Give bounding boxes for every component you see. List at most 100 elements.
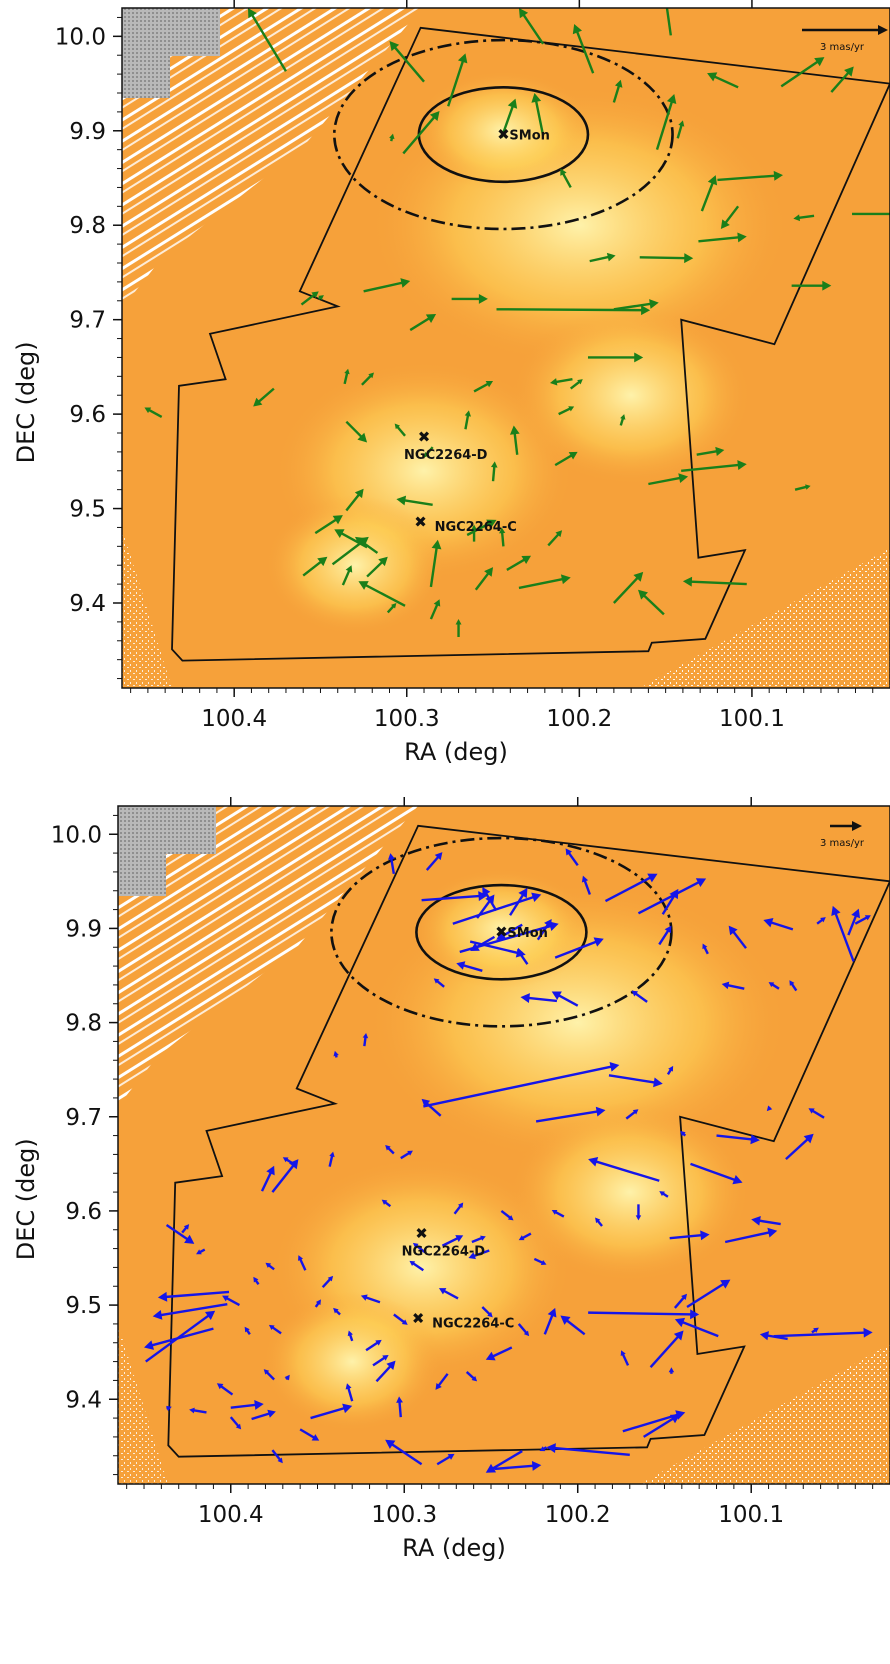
- arrow-head: [518, 887, 528, 899]
- arrow-head: [354, 488, 364, 499]
- arrow-head: [216, 1383, 224, 1390]
- arrow-head: [581, 875, 589, 883]
- proper-motion-arrow: [649, 1330, 684, 1369]
- arrow-shaft: [429, 544, 439, 588]
- arrow-shaft: [476, 898, 493, 919]
- arrow-head: [375, 1339, 382, 1346]
- proper-motion-arrow: [298, 1255, 307, 1271]
- proper-motion-arrow: [485, 1346, 513, 1361]
- arrow-head: [409, 1260, 416, 1266]
- proper-motion-arrow: [299, 1428, 320, 1441]
- proper-motion-arrow: [717, 170, 783, 182]
- arrow-shaft: [696, 449, 720, 456]
- proper-motion-arrow: [381, 1199, 392, 1208]
- arrow-head: [345, 1383, 352, 1390]
- proper-motion-arrow: [496, 923, 523, 940]
- arrow-shaft: [773, 1331, 868, 1338]
- arrow-head: [421, 1098, 431, 1108]
- proper-motion-arrow: [341, 565, 353, 586]
- arrow-shaft: [649, 1333, 681, 1369]
- y-tick-label: 9.5: [69, 497, 106, 523]
- arrow-head: [768, 982, 775, 988]
- arrow-head: [531, 892, 542, 903]
- arrow-head: [183, 1224, 190, 1230]
- proper-motion-arrow: [554, 937, 604, 959]
- arrow-shaft: [639, 256, 688, 260]
- proper-motion-arrow: [543, 1307, 557, 1335]
- proper-motion-arrow: [612, 79, 623, 103]
- arrow-shaft: [847, 912, 859, 936]
- arrow-shaft: [436, 1373, 449, 1388]
- proper-motion-arrow: [847, 908, 861, 936]
- proper-motion-arrow: [816, 917, 826, 925]
- arrow-head: [429, 110, 440, 122]
- arrow-head: [789, 980, 795, 986]
- arrow-shaft: [700, 179, 715, 212]
- proper-motion-arrow: [271, 1159, 299, 1193]
- arrow-shaft: [724, 1230, 773, 1244]
- arrow-shaft: [363, 280, 406, 293]
- object-label: NGC2264-D: [404, 448, 488, 463]
- arrow-head: [681, 1293, 688, 1301]
- proper-motion-arrow: [608, 1074, 663, 1088]
- arrow-head: [707, 175, 718, 186]
- arrow-shaft: [421, 894, 483, 902]
- arrow-shaft: [676, 123, 684, 139]
- arrow-head: [455, 619, 462, 625]
- proper-motion-arrow: [318, 295, 324, 301]
- arrow-head: [661, 8, 664, 9]
- arrow-shaft: [756, 1219, 781, 1226]
- object-label: NGC2264-C: [435, 520, 517, 535]
- arrow-head: [389, 41, 400, 52]
- arrow-shaft: [483, 890, 498, 912]
- arrow-shaft: [673, 1295, 686, 1309]
- arrow-shaft: [473, 381, 491, 393]
- arrow-shaft: [648, 476, 683, 486]
- proper-motion-arrow: [470, 935, 496, 952]
- proper-motion-arrow: [673, 1293, 688, 1309]
- proper-motion-arrow: [144, 1327, 214, 1350]
- arrow-shaft: [612, 83, 621, 103]
- proper-motion-arrow: [763, 917, 794, 931]
- inner-region-ellipse: [415, 883, 588, 981]
- proper-motion-arrow: [696, 446, 725, 456]
- arrow-shaft: [621, 1352, 630, 1366]
- arrow-head: [690, 1309, 700, 1320]
- arrow-head: [720, 219, 730, 229]
- proper-motion-arrow: [766, 1105, 773, 1112]
- arrow-head: [360, 1294, 368, 1301]
- y-tick-label: 9.7: [69, 308, 106, 334]
- arrow-head: [520, 993, 530, 1004]
- arrow-head: [507, 1215, 514, 1221]
- arrow-shaft: [554, 939, 600, 959]
- proper-motion-arrow: [639, 253, 694, 264]
- y-tick-label: 9.7: [65, 1105, 102, 1131]
- arrow-head: [157, 1291, 168, 1302]
- y-axis-title: DEC (deg): [12, 341, 40, 463]
- proper-motion-arrow: [358, 581, 406, 607]
- y-tick-label: 9.9: [65, 916, 102, 942]
- proper-motion-arrow: [588, 1157, 660, 1182]
- arrow-shaft: [496, 308, 645, 312]
- arrow-shaft: [551, 1446, 630, 1457]
- gray-nodata-strip: [122, 8, 170, 98]
- proper-motion-arrow: [347, 1330, 354, 1342]
- arrow-head: [204, 1310, 216, 1321]
- proper-motion-arrow: [157, 1290, 230, 1302]
- proper-motion-arrow: [354, 536, 379, 554]
- proper-motion-arrow: [674, 1317, 719, 1338]
- y-tick-label: 9.4: [65, 1387, 102, 1413]
- proper-motion-arrow: [506, 555, 532, 571]
- proper-motion-arrow: [396, 1396, 403, 1418]
- arrow-shaft: [372, 1355, 387, 1367]
- proper-motion-arrow: [302, 556, 328, 577]
- proper-motion-arrow: [659, 1191, 669, 1198]
- arrow-shaft: [716, 1134, 755, 1141]
- arrow-head: [455, 1235, 464, 1242]
- proper-motion-arrow: [500, 98, 518, 138]
- proper-motion-arrow: [389, 133, 395, 142]
- arrow-head: [803, 1133, 814, 1144]
- arrow-shaft: [558, 406, 572, 416]
- nebula-glow: [262, 1291, 443, 1432]
